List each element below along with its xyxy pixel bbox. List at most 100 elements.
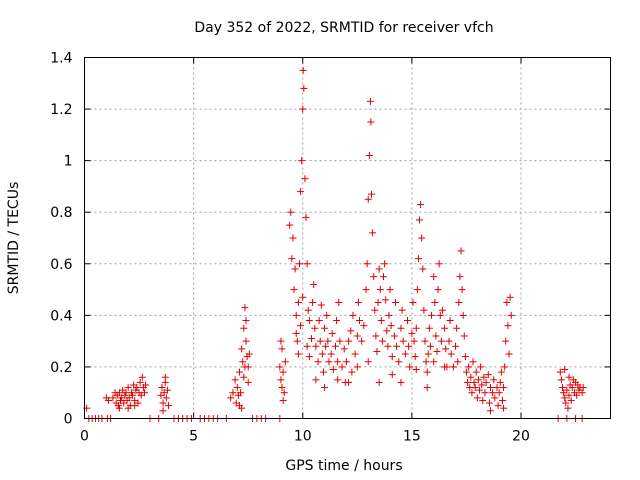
data-point	[364, 358, 372, 366]
data-point	[375, 378, 383, 386]
data-point	[321, 324, 329, 332]
data-point	[478, 381, 486, 389]
data-point	[418, 234, 426, 242]
data-point	[342, 358, 350, 366]
data-point	[276, 363, 284, 371]
data-point	[384, 342, 392, 350]
grid-lines	[84, 57, 611, 419]
data-point	[312, 376, 320, 384]
data-point	[468, 389, 476, 397]
data-point	[279, 396, 287, 404]
data-point	[461, 353, 469, 361]
data-point	[467, 373, 475, 381]
data-point	[162, 394, 170, 402]
data-point	[476, 386, 484, 394]
data-point	[322, 342, 330, 350]
data-point	[318, 350, 326, 358]
data-point	[557, 376, 565, 384]
data-point	[299, 105, 307, 113]
data-point	[408, 329, 416, 337]
data-point	[105, 396, 113, 404]
y-tick-label: 0.4	[50, 308, 72, 324]
data-point	[279, 368, 287, 376]
data-point	[235, 368, 243, 376]
data-point	[301, 175, 309, 183]
data-point	[432, 332, 440, 340]
data-point	[290, 286, 298, 294]
data-point	[356, 317, 364, 325]
data-point	[299, 293, 307, 301]
data-point	[142, 381, 150, 389]
data-point	[434, 286, 442, 294]
x-tick-label: 20	[512, 429, 530, 445]
data-point	[288, 255, 296, 263]
y-tick-label: 0.2	[50, 360, 72, 376]
data-point	[289, 234, 297, 242]
data-point	[419, 265, 427, 273]
data-point	[484, 371, 492, 379]
data-point	[242, 317, 250, 325]
x-axis-label: GPS time / hours	[285, 458, 402, 474]
data-point	[405, 342, 413, 350]
data-point	[495, 389, 503, 397]
data-point	[388, 353, 396, 361]
data-point	[368, 190, 376, 198]
data-point	[317, 301, 325, 309]
data-point	[349, 311, 357, 319]
data-point	[502, 337, 510, 345]
data-point	[491, 394, 499, 402]
data-point	[348, 368, 356, 376]
data-point	[365, 151, 373, 159]
data-point	[314, 358, 322, 366]
data-point	[323, 311, 331, 319]
data-point	[413, 286, 421, 294]
data-point	[367, 118, 375, 126]
data-point	[457, 247, 465, 255]
data-point	[278, 345, 286, 353]
data-point	[161, 373, 169, 381]
data-point	[115, 404, 123, 412]
data-point	[338, 363, 346, 371]
data-point	[473, 394, 481, 402]
data-point	[331, 342, 339, 350]
data-point	[334, 358, 342, 366]
data-point	[442, 345, 450, 353]
data-point	[481, 389, 489, 397]
data-point	[421, 337, 429, 345]
data-point	[345, 337, 353, 345]
data-point	[573, 391, 581, 399]
data-point	[385, 311, 393, 319]
data-point	[136, 378, 144, 386]
data-point	[303, 342, 311, 350]
data-point	[565, 391, 573, 399]
data-point	[321, 384, 329, 392]
data-point	[302, 213, 310, 221]
data-point	[287, 208, 295, 216]
data-point	[138, 373, 146, 381]
data-point	[414, 255, 422, 263]
data-point	[360, 322, 368, 330]
data-point	[392, 298, 400, 306]
data-point	[277, 376, 285, 384]
data-point	[568, 384, 576, 392]
data-point	[227, 394, 235, 402]
data-point	[449, 363, 457, 371]
y-axis-label: SRMTID / TECUs	[6, 182, 22, 295]
data-point	[372, 332, 380, 340]
data-point	[377, 317, 385, 325]
data-point	[567, 396, 575, 404]
data-point	[578, 389, 586, 397]
data-point	[131, 402, 139, 410]
data-point	[373, 347, 381, 355]
y-tick-label: 0	[64, 412, 73, 428]
data-point	[399, 337, 407, 345]
data-point	[395, 358, 403, 366]
data-point	[452, 342, 460, 350]
data-point	[465, 363, 473, 371]
data-point	[129, 391, 137, 399]
data-point	[277, 337, 285, 345]
data-point	[489, 389, 497, 397]
data-point	[482, 378, 490, 386]
data-point	[334, 376, 342, 384]
data-point	[464, 378, 472, 386]
